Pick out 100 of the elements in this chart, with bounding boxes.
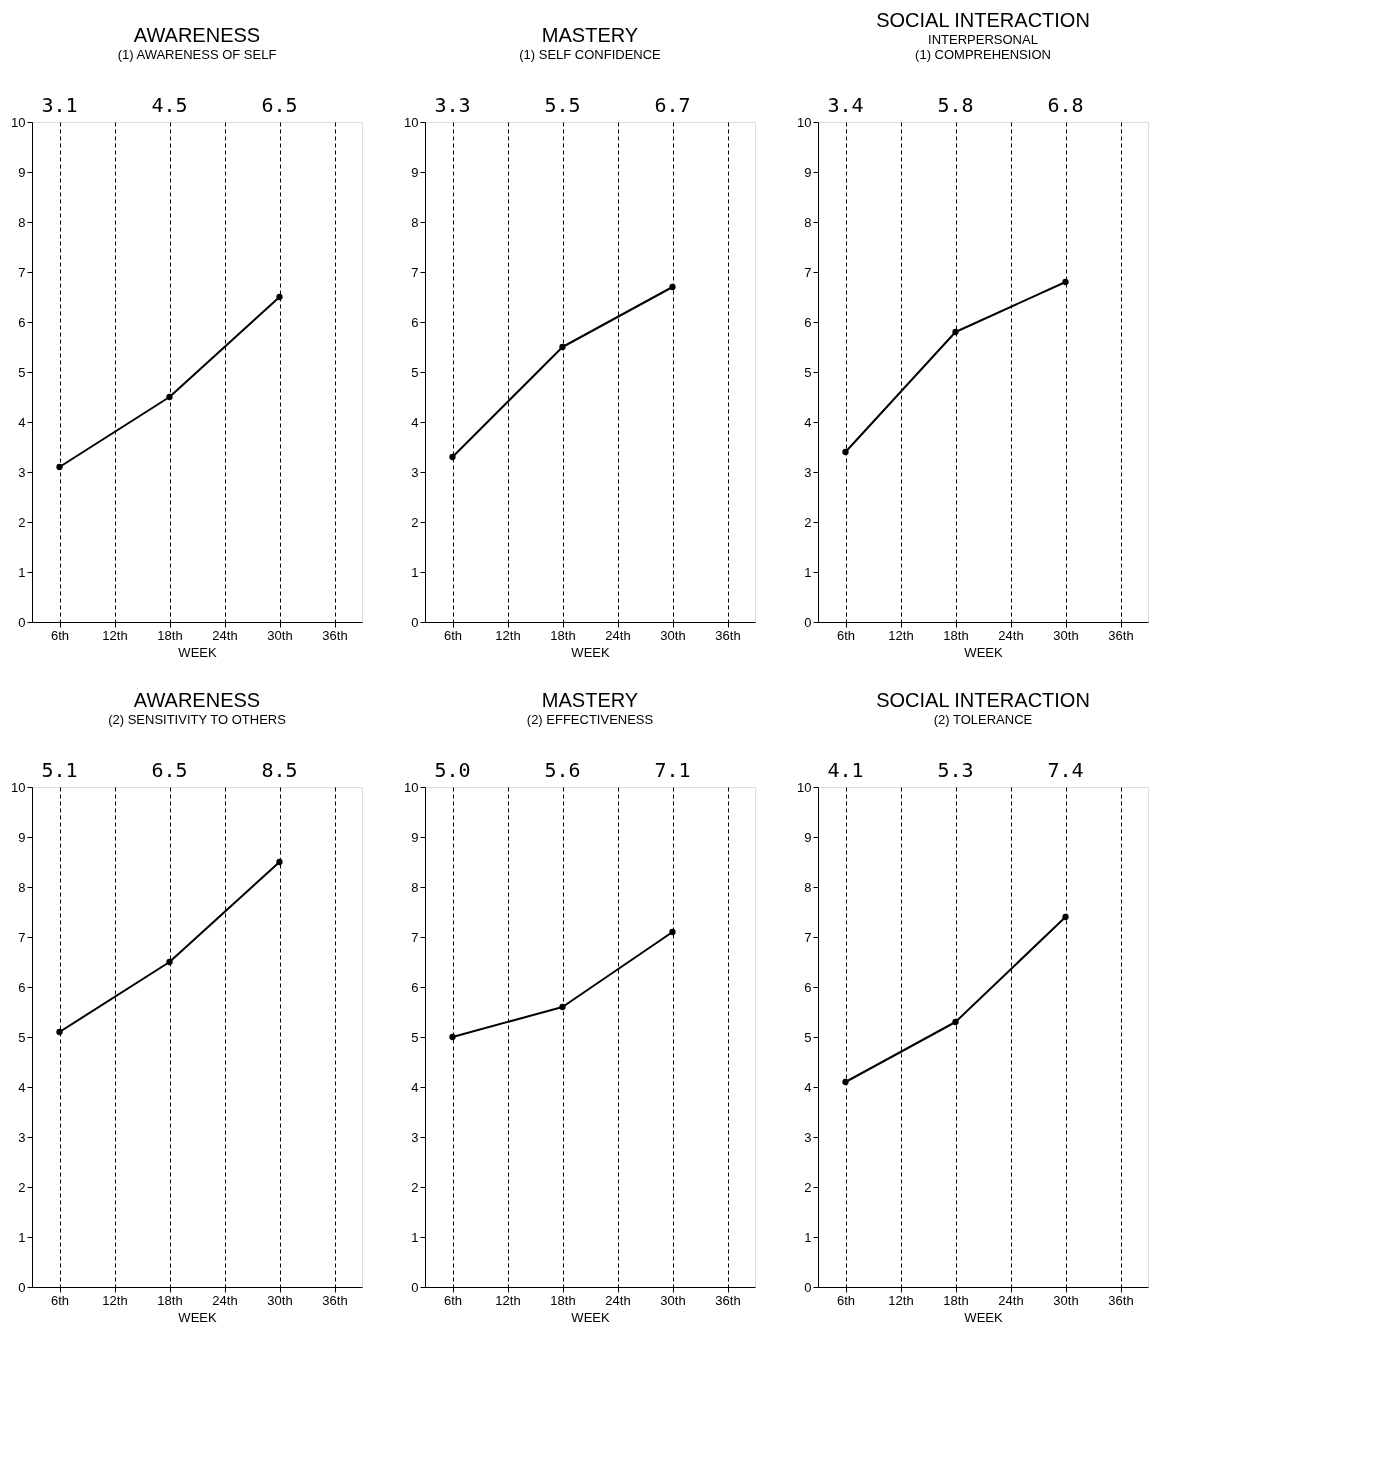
y-tick-label: 3 <box>18 464 26 480</box>
x-tick-label: 36th <box>1108 1292 1134 1308</box>
chart-subtitle: (1) AWARENESS OF SELF <box>117 47 277 62</box>
x-tick-label: 12th <box>102 1292 128 1308</box>
point <box>449 453 456 461</box>
text: 5.3 <box>937 758 974 782</box>
y-tick-label: 9 <box>411 829 419 845</box>
chart-title: AWARENESS <box>133 24 261 46</box>
y-tick-label: 5 <box>18 1029 26 1045</box>
y-tick-label: 2 <box>18 514 26 530</box>
y-tick-label: 2 <box>804 514 812 530</box>
x-tick-label: 12th <box>495 1292 521 1308</box>
y-tick-label: 4 <box>18 414 26 430</box>
y-tick-label: 9 <box>18 164 26 180</box>
y-tick-label: 9 <box>411 164 419 180</box>
point <box>842 448 849 456</box>
point <box>1062 913 1069 921</box>
y-tick-label: 10 <box>797 779 812 795</box>
x-tick-label: 24th <box>605 1292 631 1308</box>
x-tick-label: 24th <box>212 627 238 643</box>
y-tick-label: 0 <box>804 1279 812 1295</box>
chart-subtitle: (2) EFFECTIVENESS <box>526 712 654 727</box>
point <box>952 328 959 336</box>
x-tick-label: 36th <box>1108 627 1134 643</box>
y-tick-label: 0 <box>18 614 26 630</box>
y-tick-label: 4 <box>411 414 419 430</box>
y-tick-label: 3 <box>804 464 812 480</box>
chart-title: MASTERY <box>541 24 639 46</box>
chart-title: MASTERY <box>541 689 639 711</box>
x-tick-label: 6th <box>836 1292 856 1308</box>
y-tick-label: 10 <box>797 114 812 130</box>
point <box>449 1033 456 1041</box>
chart-subtitle: (1) SELF CONFIDENCE <box>519 47 662 62</box>
point <box>276 293 283 301</box>
x-tick-label: 36th <box>322 1292 348 1308</box>
chart-subtitle: INTERPERSONAL (1) COMPREHENSION <box>915 32 1051 62</box>
x-tick-label: 18th <box>550 627 576 643</box>
y-tick-label: 5 <box>18 364 26 380</box>
y-tick-label: 10 <box>404 114 419 130</box>
text: 5.8 <box>937 93 974 117</box>
y-tick-label: 10 <box>11 779 26 795</box>
y-tick-label: 4 <box>18 1079 26 1095</box>
y-tick-label: 2 <box>411 1179 419 1195</box>
x-tick-label: 6th <box>443 1292 463 1308</box>
y-tick-label: 8 <box>18 879 26 895</box>
y-tick-label: 7 <box>18 264 26 280</box>
y-tick-label: 5 <box>411 1029 419 1045</box>
x-tick-label: 12th <box>495 627 521 643</box>
y-tick-label: 1 <box>411 564 419 580</box>
y-tick-label: 6 <box>804 979 812 995</box>
x-tick-label: 18th <box>550 1292 576 1308</box>
x-tick-label: 12th <box>888 1292 914 1308</box>
point <box>952 1018 959 1026</box>
x-axis-title: WEEK <box>571 1309 610 1325</box>
x-axis-title: WEEK <box>571 644 610 660</box>
y-tick-label: 9 <box>804 164 812 180</box>
text: 5.1 <box>41 758 78 782</box>
y-tick-label: 6 <box>411 314 419 330</box>
x-tick-label: 12th <box>102 627 128 643</box>
text: 7.4 <box>1047 758 1084 782</box>
point <box>56 1028 63 1036</box>
x-tick-label: 30th <box>660 1292 686 1308</box>
y-tick-label: 5 <box>804 364 812 380</box>
x-tick-label: 24th <box>998 627 1024 643</box>
x-tick-label: 18th <box>943 627 969 643</box>
y-tick-label: 3 <box>18 1129 26 1145</box>
x-tick-label: 36th <box>715 627 741 643</box>
x-tick-label: 6th <box>50 627 70 643</box>
x-tick-label: 36th <box>322 627 348 643</box>
y-tick-label: 8 <box>804 214 812 230</box>
point <box>669 283 676 291</box>
x-tick-label: 6th <box>443 627 463 643</box>
chart-subtitle: (2) TOLERANCE <box>933 712 1033 727</box>
y-tick-label: 8 <box>804 879 812 895</box>
text: 6.5 <box>261 93 298 117</box>
text: 6.7 <box>654 93 691 117</box>
y-tick-label: 3 <box>804 1129 812 1145</box>
y-tick-label: 8 <box>411 214 419 230</box>
x-axis-title: WEEK <box>964 644 1003 660</box>
y-tick-label: 10 <box>404 779 419 795</box>
point <box>276 858 283 866</box>
y-tick-label: 7 <box>411 929 419 945</box>
text: 7.1 <box>654 758 691 782</box>
point <box>166 393 173 401</box>
x-tick-label: 30th <box>267 627 293 643</box>
y-tick-label: 1 <box>804 564 812 580</box>
x-tick-label: 6th <box>836 627 856 643</box>
y-tick-label: 1 <box>411 1229 419 1245</box>
y-tick-label: 6 <box>411 979 419 995</box>
y-tick-label: 3 <box>411 1129 419 1145</box>
x-tick-label: 6th <box>50 1292 70 1308</box>
y-tick-label: 3 <box>411 464 419 480</box>
text: 3.4 <box>827 93 864 117</box>
y-tick-label: 6 <box>18 979 26 995</box>
y-tick-label: 6 <box>804 314 812 330</box>
text: 6.8 <box>1047 93 1084 117</box>
y-tick-label: 7 <box>804 929 812 945</box>
text: 6.5 <box>151 758 188 782</box>
x-tick-label: 24th <box>998 1292 1024 1308</box>
point <box>1062 278 1069 286</box>
